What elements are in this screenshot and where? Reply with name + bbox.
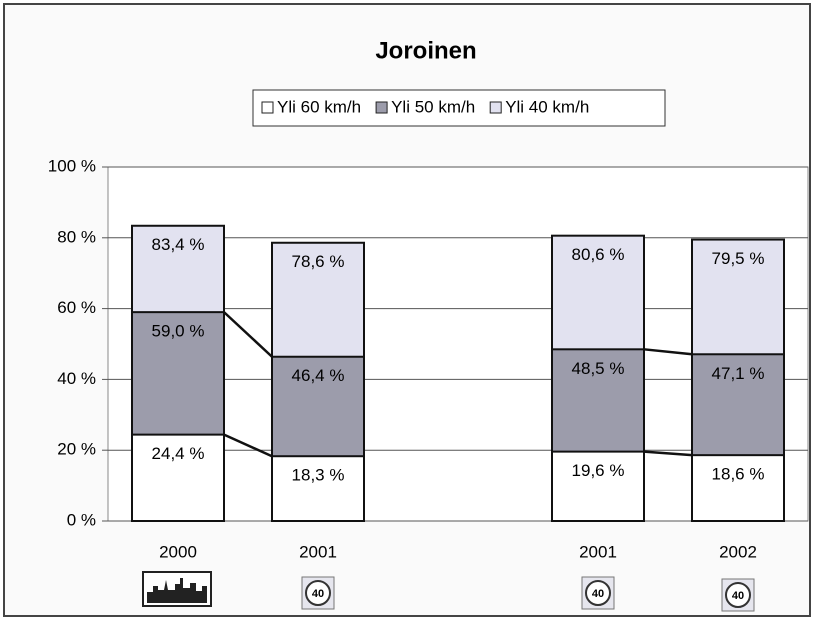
y-tick-label: 100 % — [48, 156, 96, 175]
value-label: 46,4 % — [292, 366, 345, 385]
y-tick-label: 0 % — [67, 510, 96, 529]
x-tick-label: 2001 — [299, 542, 337, 561]
value-label: 78,6 % — [292, 252, 345, 271]
value-label: 47,1 % — [712, 364, 765, 383]
icon-city — [142, 571, 212, 607]
icon-speed-sign: 40 — [581, 576, 615, 610]
bar — [691, 454, 785, 523]
value-label: 59,0 % — [152, 322, 205, 341]
legend-label: Yli 50 km/h — [391, 97, 475, 116]
y-tick-label: 40 % — [57, 369, 96, 388]
icon-speed-sign: 40 — [721, 578, 755, 612]
connector-line — [643, 450, 693, 457]
y-tick-label: 60 % — [57, 298, 96, 317]
y-tick-label: 80 % — [57, 227, 96, 246]
icon-speed-sign: 40 — [301, 576, 335, 610]
svg-text:40: 40 — [312, 588, 324, 600]
x-tick-label: 2001 — [579, 542, 617, 561]
svg-text:40: 40 — [592, 588, 604, 600]
connector-line — [223, 311, 273, 358]
legend-box — [252, 89, 666, 127]
legend-swatch — [375, 101, 388, 114]
value-label: 24,4 % — [152, 444, 205, 463]
value-label: 18,6 % — [712, 465, 765, 484]
connector-line — [223, 433, 273, 458]
bar — [131, 433, 225, 522]
x-tick-label: 2002 — [719, 542, 757, 561]
value-label: 83,4 % — [152, 235, 205, 254]
legend-swatch — [261, 101, 274, 114]
value-label: 19,6 % — [572, 461, 625, 480]
value-label: 18,3 % — [292, 466, 345, 485]
value-label: 80,6 % — [572, 245, 625, 264]
bar — [551, 450, 645, 522]
legend-label: Yli 40 km/h — [505, 97, 589, 116]
y-tick-label: 20 % — [57, 440, 96, 459]
value-label: 48,5 % — [572, 359, 625, 378]
value-label: 79,5 % — [712, 249, 765, 268]
legend-label: Yli 60 km/h — [277, 97, 361, 116]
chart-title: Joroinen — [375, 37, 476, 64]
connector-line — [643, 348, 693, 356]
svg-text:40: 40 — [732, 590, 744, 602]
x-tick-label: 2000 — [159, 542, 197, 561]
bar — [271, 455, 365, 522]
legend-swatch — [489, 101, 502, 114]
